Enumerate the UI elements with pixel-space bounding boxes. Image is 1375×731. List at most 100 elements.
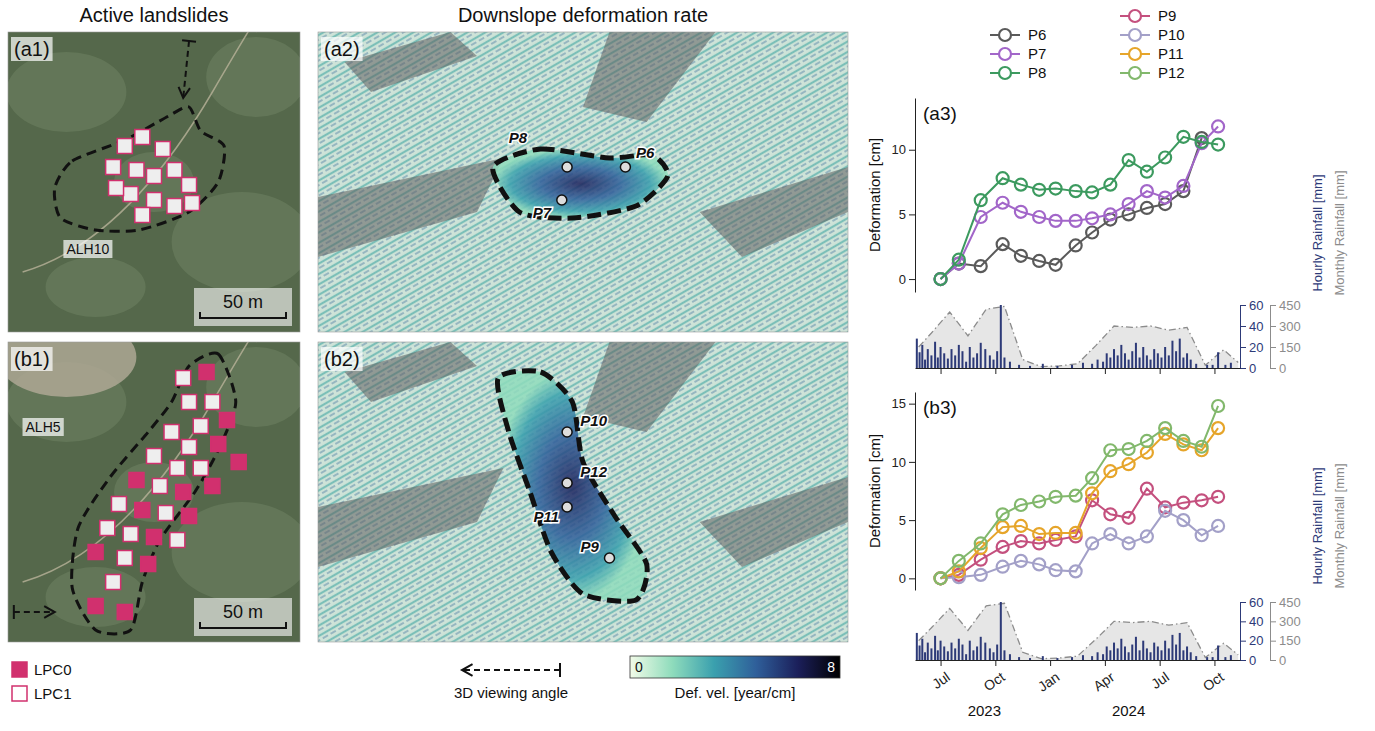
y-axis-tick-label: 15 [892, 396, 906, 411]
hourly-rainfall-bar [940, 347, 942, 368]
hourly-rainfall-bar [1117, 648, 1119, 660]
hourly-rainfall-bar [940, 641, 942, 660]
y-axis-line [915, 393, 916, 591]
label-patch [63, 240, 112, 258]
hourly-rainfall-bar [1190, 360, 1192, 368]
hourly-rainfall-bar [1003, 358, 1005, 369]
series-point [1141, 166, 1153, 178]
panel-frame [8, 342, 300, 642]
hourly-rainfall-bar [1109, 650, 1111, 660]
series-point [1212, 139, 1224, 151]
series-point [1033, 495, 1045, 507]
hourly-rainfall-bar [1142, 641, 1144, 660]
hourly-rainfall-bar [1212, 365, 1214, 368]
x-axis-tick-mark [1214, 368, 1215, 374]
y2-axis-tick-label: 20 [1249, 340, 1263, 355]
series-point [1104, 465, 1116, 477]
hourly-rainfall-bar [1091, 364, 1093, 368]
series-point [997, 541, 1009, 553]
point-marker [620, 162, 630, 172]
hourly-rainfall-bar [1150, 360, 1152, 368]
series-point [997, 561, 1009, 573]
hourly-rainfall-bar [1179, 339, 1181, 368]
hourly-rainfall-bar [993, 652, 995, 660]
y2-axis-tick: 40 [1240, 614, 1263, 629]
lpc-square [135, 208, 150, 223]
x-axis-tick: Jul [929, 660, 953, 692]
label-patch [23, 418, 64, 436]
hourly-rainfall-bar [1109, 358, 1111, 369]
lpc-square [182, 440, 197, 455]
terrain-shade [700, 477, 848, 567]
scale-bar [200, 622, 286, 628]
landslide-outline [72, 353, 236, 634]
panel-label: (b1) [14, 348, 50, 370]
y3-axis-title: Monthly Rainfall [mm] [1332, 464, 1347, 589]
y-axis-tick: 10 [892, 455, 915, 470]
series-point [997, 521, 1009, 533]
y3-axis-tick-mark [1270, 660, 1276, 661]
hourly-rainfall-bar [924, 652, 926, 660]
lpc-square [147, 449, 162, 464]
series-point [1141, 447, 1153, 459]
hourly-rainfall-bar [1000, 305, 1002, 368]
x-axis-tick-mark [941, 368, 942, 374]
lpc-square [193, 419, 208, 434]
lpc-square [100, 521, 115, 536]
hourly-rainfall-bar [921, 639, 923, 660]
map-texture [172, 192, 300, 292]
series-point [1123, 458, 1135, 470]
hourly-rainfall-bar [1071, 365, 1073, 368]
series-point [1070, 185, 1082, 197]
hourly-rainfall-bar [1182, 358, 1184, 369]
lpc-square [176, 485, 191, 500]
hourly-rainfall-bar [1113, 643, 1115, 660]
y2-axis-tick-mark [1240, 602, 1246, 603]
legend-marker [999, 67, 1011, 79]
lpc-square [117, 551, 132, 566]
x-axis-tick-mark [1160, 368, 1161, 374]
series-point [1159, 422, 1171, 434]
hourly-rainfall-bar [961, 645, 963, 660]
series-line [941, 406, 1219, 578]
series-point [1196, 136, 1208, 148]
series-point [1141, 435, 1153, 447]
point-marker [562, 427, 572, 437]
hourly-rainfall-bar [1182, 650, 1184, 660]
series-point [975, 537, 987, 549]
y-axis-tick-label: 10 [892, 142, 906, 157]
hourly-rainfall-bar [1168, 355, 1170, 368]
hourly-rainfall-bar [1135, 637, 1137, 660]
x-year-label: 2023 [968, 702, 1001, 719]
lpc-square [141, 557, 156, 572]
hourly-rainfall-bar [1018, 657, 1020, 660]
hourly-rainfall-bar [972, 650, 974, 660]
hourly-rainfall-bar [1146, 648, 1148, 660]
hourly-rainfall-bar [961, 351, 963, 368]
hourly-rainfall-bar [1056, 658, 1058, 660]
monthly-rainfall-area [919, 603, 1239, 660]
lpc-square [152, 479, 167, 494]
hourly-rainfall-bar [927, 349, 929, 368]
hourly-rainfall-bar [1082, 363, 1084, 368]
lpc-square [170, 533, 185, 548]
x-axis-tick-mark [1160, 660, 1161, 666]
map-panel: P8P6P7(a2) [318, 32, 848, 332]
arrow-shaft [14, 611, 55, 613]
hourly-rainfall-bar [1171, 635, 1173, 660]
x-axis-tick-label: Oct [981, 669, 1008, 695]
lpc-square [220, 413, 235, 428]
colorbar-title: Def. vel. [year/cm] [675, 684, 796, 701]
series-point [953, 254, 965, 266]
x-axis-tick: Oct [981, 660, 1008, 694]
series-point [1070, 215, 1082, 227]
rainfall-plot [916, 602, 1238, 660]
hourly-rainfall-bar [965, 362, 967, 368]
panel-frame [8, 32, 300, 332]
y2-axis-line [1240, 306, 1241, 369]
hourly-rainfall-bar [1160, 358, 1162, 369]
hourly-rainfall-bar [984, 643, 986, 660]
series-point [935, 572, 947, 584]
hourly-rainfall-bar [927, 643, 929, 660]
legend-entry: P8 [990, 64, 1046, 81]
